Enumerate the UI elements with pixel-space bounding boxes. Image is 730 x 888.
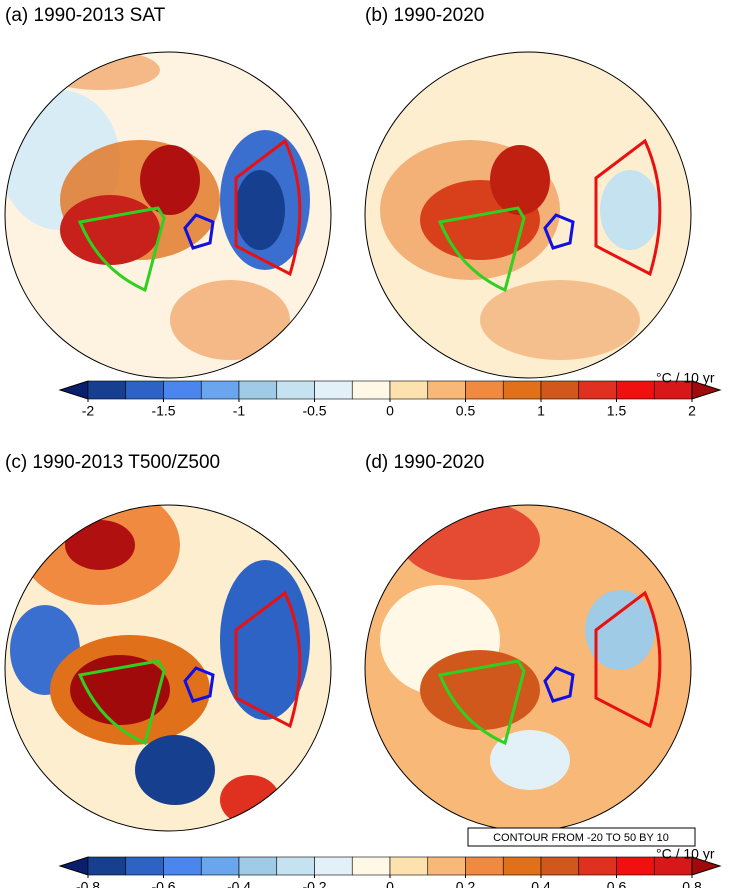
colorbar-box [578,380,617,400]
panel-label: (d) 1990-2020 [365,452,484,473]
colorbar-box [163,380,202,400]
region-box [437,206,526,293]
panel-label: (c) 1990-2013 T500/Z500 [5,452,220,473]
colorbar-box [389,380,429,400]
tick-label: 1.5 [607,403,627,419]
colorbar-box [427,380,466,400]
colorbar-box [351,856,391,876]
note-box [467,827,696,847]
colorbar-box [200,856,240,876]
tick-label: 0 [386,403,394,419]
tick-label: -0.8 [76,879,100,888]
colorbar-box [125,856,164,876]
tick-label: -1 [233,403,246,419]
tick-label: 1 [537,403,545,419]
tick-label: 0.4 [531,879,551,888]
colorbar-end [58,856,89,876]
colorbar-box [238,856,278,876]
panel-label: (b) 1990-2020 [365,5,484,26]
colorbar-box [465,856,504,876]
colorbar-unit: °C / 10 yr [656,370,715,386]
region-box [234,138,302,277]
colorbar-box [578,856,617,876]
colorbar-end [691,380,722,400]
tick-label: -1.5 [151,403,175,419]
colorbar-box [87,856,127,876]
tick-label: 0.8 [682,879,702,888]
region-box [77,659,166,746]
colorbar-box [616,856,655,876]
tick-label: 0.5 [456,403,476,419]
colorbar-box [276,856,315,876]
colorbar-box [389,856,429,876]
colorbar-unit: °C / 10 yr [656,846,715,862]
tick-label: 0.2 [456,879,476,888]
colorbar-box [502,856,542,876]
tick-label: 0.6 [607,879,627,888]
colorbar-box [125,380,164,400]
contour-note: CONTOUR FROM -20 TO 50 BY 10 [493,832,669,844]
colorbar-end [691,856,722,876]
colorbar-box [540,380,580,400]
tick-label: 2 [688,403,696,419]
tick-label: 0 [386,879,394,888]
map-border [364,51,692,379]
region-box [234,590,302,729]
tick-label: -0.6 [151,879,175,888]
colorbar-box [163,856,202,876]
colorbar-box [200,380,240,400]
map [5,505,331,831]
colorbar-box [502,380,542,400]
map-border [4,51,332,379]
colorbar-box [276,380,315,400]
map [5,52,331,378]
region-box [437,659,526,746]
colorbar-box [616,380,655,400]
colorbar-box [87,380,127,400]
colorbar-box [465,380,504,400]
colorbar-box [314,856,353,876]
region-box [543,666,575,703]
region-box [543,213,575,250]
region-box [183,666,215,703]
map [365,505,691,831]
tick-label: -0.5 [302,403,326,419]
region-box [594,138,662,277]
tick-label: -0.4 [227,879,251,888]
region-box [183,213,215,250]
colorbar-box [351,380,391,400]
map [365,52,691,378]
tick-label: -2 [82,403,95,419]
colorbar-end [58,380,89,400]
tick-label: -0.2 [302,879,326,888]
region-box [77,206,166,293]
colorbar-box [314,380,353,400]
colorbar-box [427,856,466,876]
colorbar-box [238,380,278,400]
colorbar-box [540,856,580,876]
panel-label: (a) 1990-2013 SAT [5,5,166,26]
map-border [4,504,332,832]
region-box [594,590,662,729]
